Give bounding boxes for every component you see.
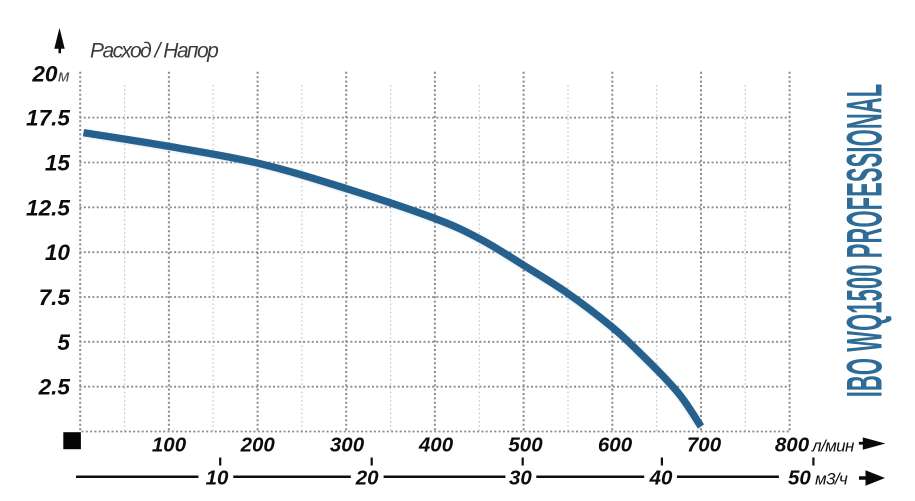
svg-text:м: м bbox=[58, 66, 70, 85]
svg-text:30: 30 bbox=[509, 467, 532, 490]
svg-text:17.5: 17.5 bbox=[26, 106, 70, 131]
svg-text:20: 20 bbox=[355, 467, 379, 490]
svg-text:400: 400 bbox=[418, 434, 454, 457]
svg-text:100: 100 bbox=[152, 434, 187, 457]
svg-text:м3/ч: м3/ч bbox=[815, 469, 848, 488]
svg-text:Расход / Напор: Расход / Напор bbox=[90, 40, 218, 63]
svg-text:600: 600 bbox=[598, 434, 633, 457]
svg-text:5: 5 bbox=[57, 330, 70, 355]
svg-text:800: 800 bbox=[775, 434, 810, 457]
svg-text:15: 15 bbox=[45, 151, 71, 176]
svg-text:IBO WQ1500 PROFESSIONAL: IBO WQ1500 PROFESSIONAL bbox=[837, 84, 893, 398]
svg-text:2.5: 2.5 bbox=[38, 375, 71, 400]
svg-text:200: 200 bbox=[240, 434, 276, 457]
svg-text:40: 40 bbox=[649, 467, 673, 490]
svg-text:20: 20 bbox=[31, 61, 58, 86]
svg-text:10: 10 bbox=[206, 467, 229, 490]
svg-text:500: 500 bbox=[508, 434, 543, 457]
svg-text:700: 700 bbox=[687, 434, 722, 457]
svg-text:12.5: 12.5 bbox=[26, 195, 70, 220]
svg-text:10: 10 bbox=[45, 240, 71, 265]
svg-text:7.5: 7.5 bbox=[39, 285, 71, 310]
svg-text:л/мин: л/мин bbox=[811, 436, 855, 455]
svg-text:300: 300 bbox=[330, 434, 365, 457]
svg-text:50: 50 bbox=[788, 467, 811, 490]
